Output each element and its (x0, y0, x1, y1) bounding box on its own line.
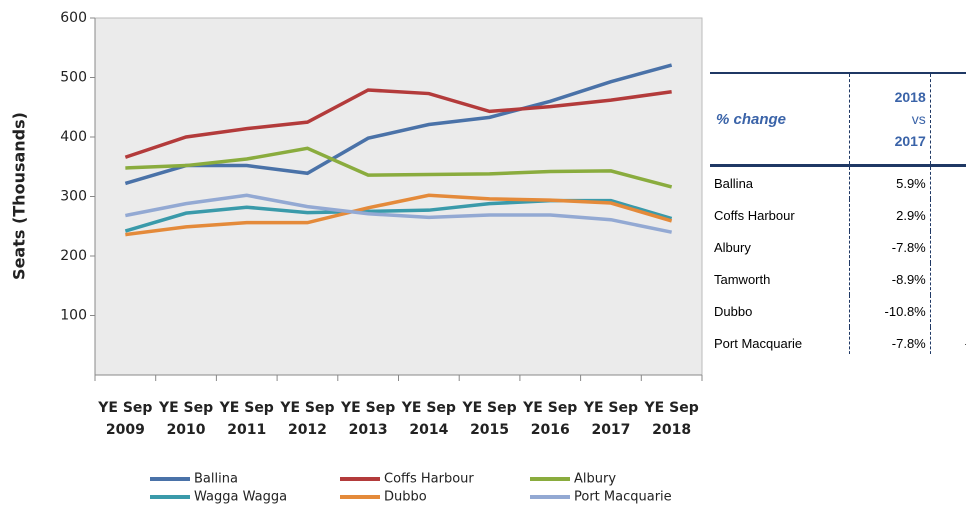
x-tick-label: YE Sep (461, 400, 516, 416)
y-tick-label: 300 (60, 189, 87, 205)
table-row: Port Macquarie-7.8%-10.2% (710, 327, 966, 354)
series-line (125, 193, 673, 237)
table-cell: Port Macquarie (710, 327, 850, 354)
plot-area (94, 17, 703, 376)
table-cell: 9.6% (929, 295, 966, 327)
table-cell: Ballina (714, 175, 754, 191)
x-tick-label: YE Sep (340, 400, 395, 416)
table-cell: -9.2% (929, 231, 966, 263)
x-tick-label: YE Sep (158, 400, 213, 416)
x-tick-label: YE Sep (522, 400, 577, 416)
header-cell: 2018vs2009 (929, 72, 966, 167)
x-tick-label: YE Sep (644, 400, 699, 416)
legend-label: Coffs Harbour (384, 472, 474, 487)
x-tick-label: YE Sep (97, 400, 152, 416)
table-cell: -7.8% (849, 327, 931, 354)
y-tick-label: 100 (60, 308, 87, 324)
y-tick-label: 600 (60, 10, 87, 26)
table-cell: -10.2% (929, 327, 966, 354)
header-cell: 2018 vs 2017 (849, 72, 931, 167)
x-tick-label: 2018 (652, 422, 691, 438)
x-tick-label: YE Sep (219, 400, 274, 416)
legend-label: Wagga Wagga (194, 490, 287, 505)
series-line (124, 88, 672, 159)
x-tick-label: 2014 (409, 422, 448, 438)
y-tick-label: 200 (60, 248, 87, 264)
y-axis-label: Seats (Thousands) (10, 112, 29, 280)
x-tick-label: 2009 (106, 422, 145, 438)
y-tick-label: 500 (60, 70, 87, 86)
x-tick-label: 2017 (591, 422, 630, 438)
table-cell: -7.8% (849, 231, 931, 263)
table-container: % change 2018 vs 20172018vs2009 Ballina 5.9%6… (710, 72, 966, 354)
x-tick-label: 2012 (288, 422, 327, 438)
x-tick-label: YE Sep (583, 400, 638, 416)
table-row: Coffs Harbour 2.9%30.0% (710, 199, 966, 231)
legend-label: Dubbo (384, 490, 427, 505)
table-cell: 61.7% (929, 165, 966, 199)
table-cell: Albury (714, 239, 751, 255)
header-text: vs (911, 111, 926, 127)
legend-label: Albury (574, 472, 616, 487)
table-row: Ballina 5.9%61.7% (710, 165, 966, 199)
table-cell: 5.9% (849, 165, 931, 199)
table-row: Dubbo -10.8%9.6% (710, 295, 966, 327)
table-cell: -8.9% (849, 263, 931, 295)
table-cell: -10.8% (849, 295, 931, 327)
x-tick-label: 2013 (349, 422, 388, 438)
table-row: Albury -7.8%-9.2% (710, 231, 966, 263)
change-table: % change 2018 vs 20172018vs2009 Ballina 5.9%6… (710, 72, 966, 354)
series-line (125, 193, 673, 234)
table-cell: Tamworth (714, 271, 771, 287)
table-cell: Coffs Harbour (714, 207, 795, 223)
series-line (124, 63, 673, 186)
y-tick-label: 400 (60, 129, 87, 145)
legend-label: Ballina (194, 472, 238, 487)
legend-label: Port Macquarie (574, 490, 672, 505)
table-cell: 2.9% (849, 199, 931, 231)
series-line (125, 146, 673, 189)
table-cell: Dubbo (714, 303, 753, 319)
x-tick-label: YE Sep (401, 400, 456, 416)
x-tick-label: 2015 (470, 422, 509, 438)
x-tick-label: 2010 (167, 422, 206, 438)
x-tick-label: YE Sep (279, 400, 334, 416)
table-cell: na (929, 263, 966, 295)
x-tick-label: 2011 (227, 422, 266, 438)
header-cell: % change (710, 72, 850, 167)
header-text: 2018 (894, 89, 926, 105)
table-cell: 30.0% (929, 199, 966, 231)
x-tick-label: 2016 (531, 422, 570, 438)
header-text: 2017 (894, 133, 926, 149)
table-row: Tamworth -8.9%na (710, 263, 966, 295)
